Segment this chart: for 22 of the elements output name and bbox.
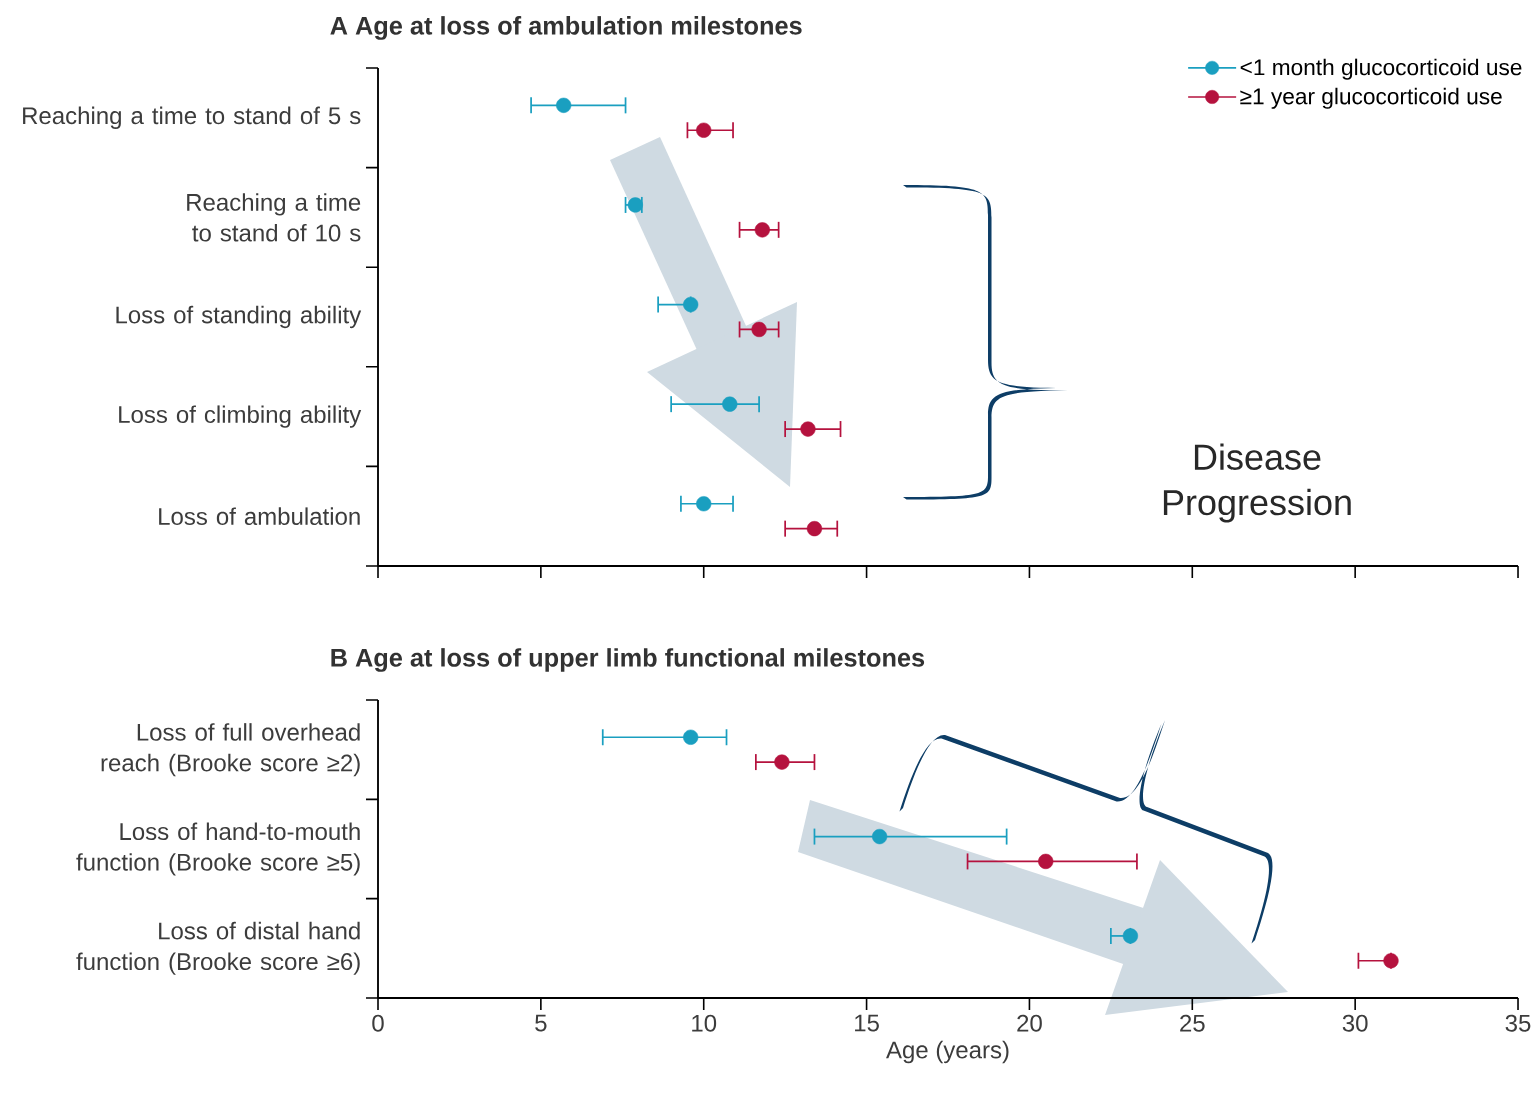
legend-label: <1 month glucocorticoid use [1240, 58, 1522, 80]
x-tick-label: 20 [1017, 1014, 1042, 1032]
x-axis-title: Age (years) [886, 1040, 1009, 1064]
x-tick-label: 30 [1342, 1014, 1368, 1032]
x-tick-label: 5 [535, 1014, 547, 1032]
x-tick-label: 25 [1180, 1014, 1205, 1032]
y-tick-label: Loss of hand-to-mouth function (Brooke score ≥5) [76, 822, 360, 876]
y-tick-label: Reaching a time to stand of 5 s [23, 106, 361, 129]
chart-title: B Age at loss of upper limb functional milestones [331, 648, 925, 672]
annotation: Disease Progression [1163, 443, 1351, 523]
x-tick-label: 10 [692, 1014, 717, 1032]
y-tick-label: Loss of ambulation [159, 507, 360, 525]
x-tick-label: 15 [855, 1014, 879, 1032]
y-tick-label: Loss of full overhead reach (Brooke score ≥2) [101, 723, 360, 777]
y-tick-label: Loss of climbing ability [119, 405, 362, 428]
y-tick-label: Reaching a time to stand of 10 s [187, 193, 361, 242]
chart-title: A Age at loss of ambulation milestones [330, 16, 802, 40]
x-tick-label: 0 [372, 1014, 384, 1032]
legend-label: ≥1 year glucocorticoid use [1240, 87, 1502, 109]
y-tick-label: Loss of standing ability [116, 305, 362, 329]
y-tick-label: Loss of distal hand function (Brooke score ≥6) [76, 921, 360, 975]
x-tick-label: 35 [1505, 1014, 1531, 1032]
